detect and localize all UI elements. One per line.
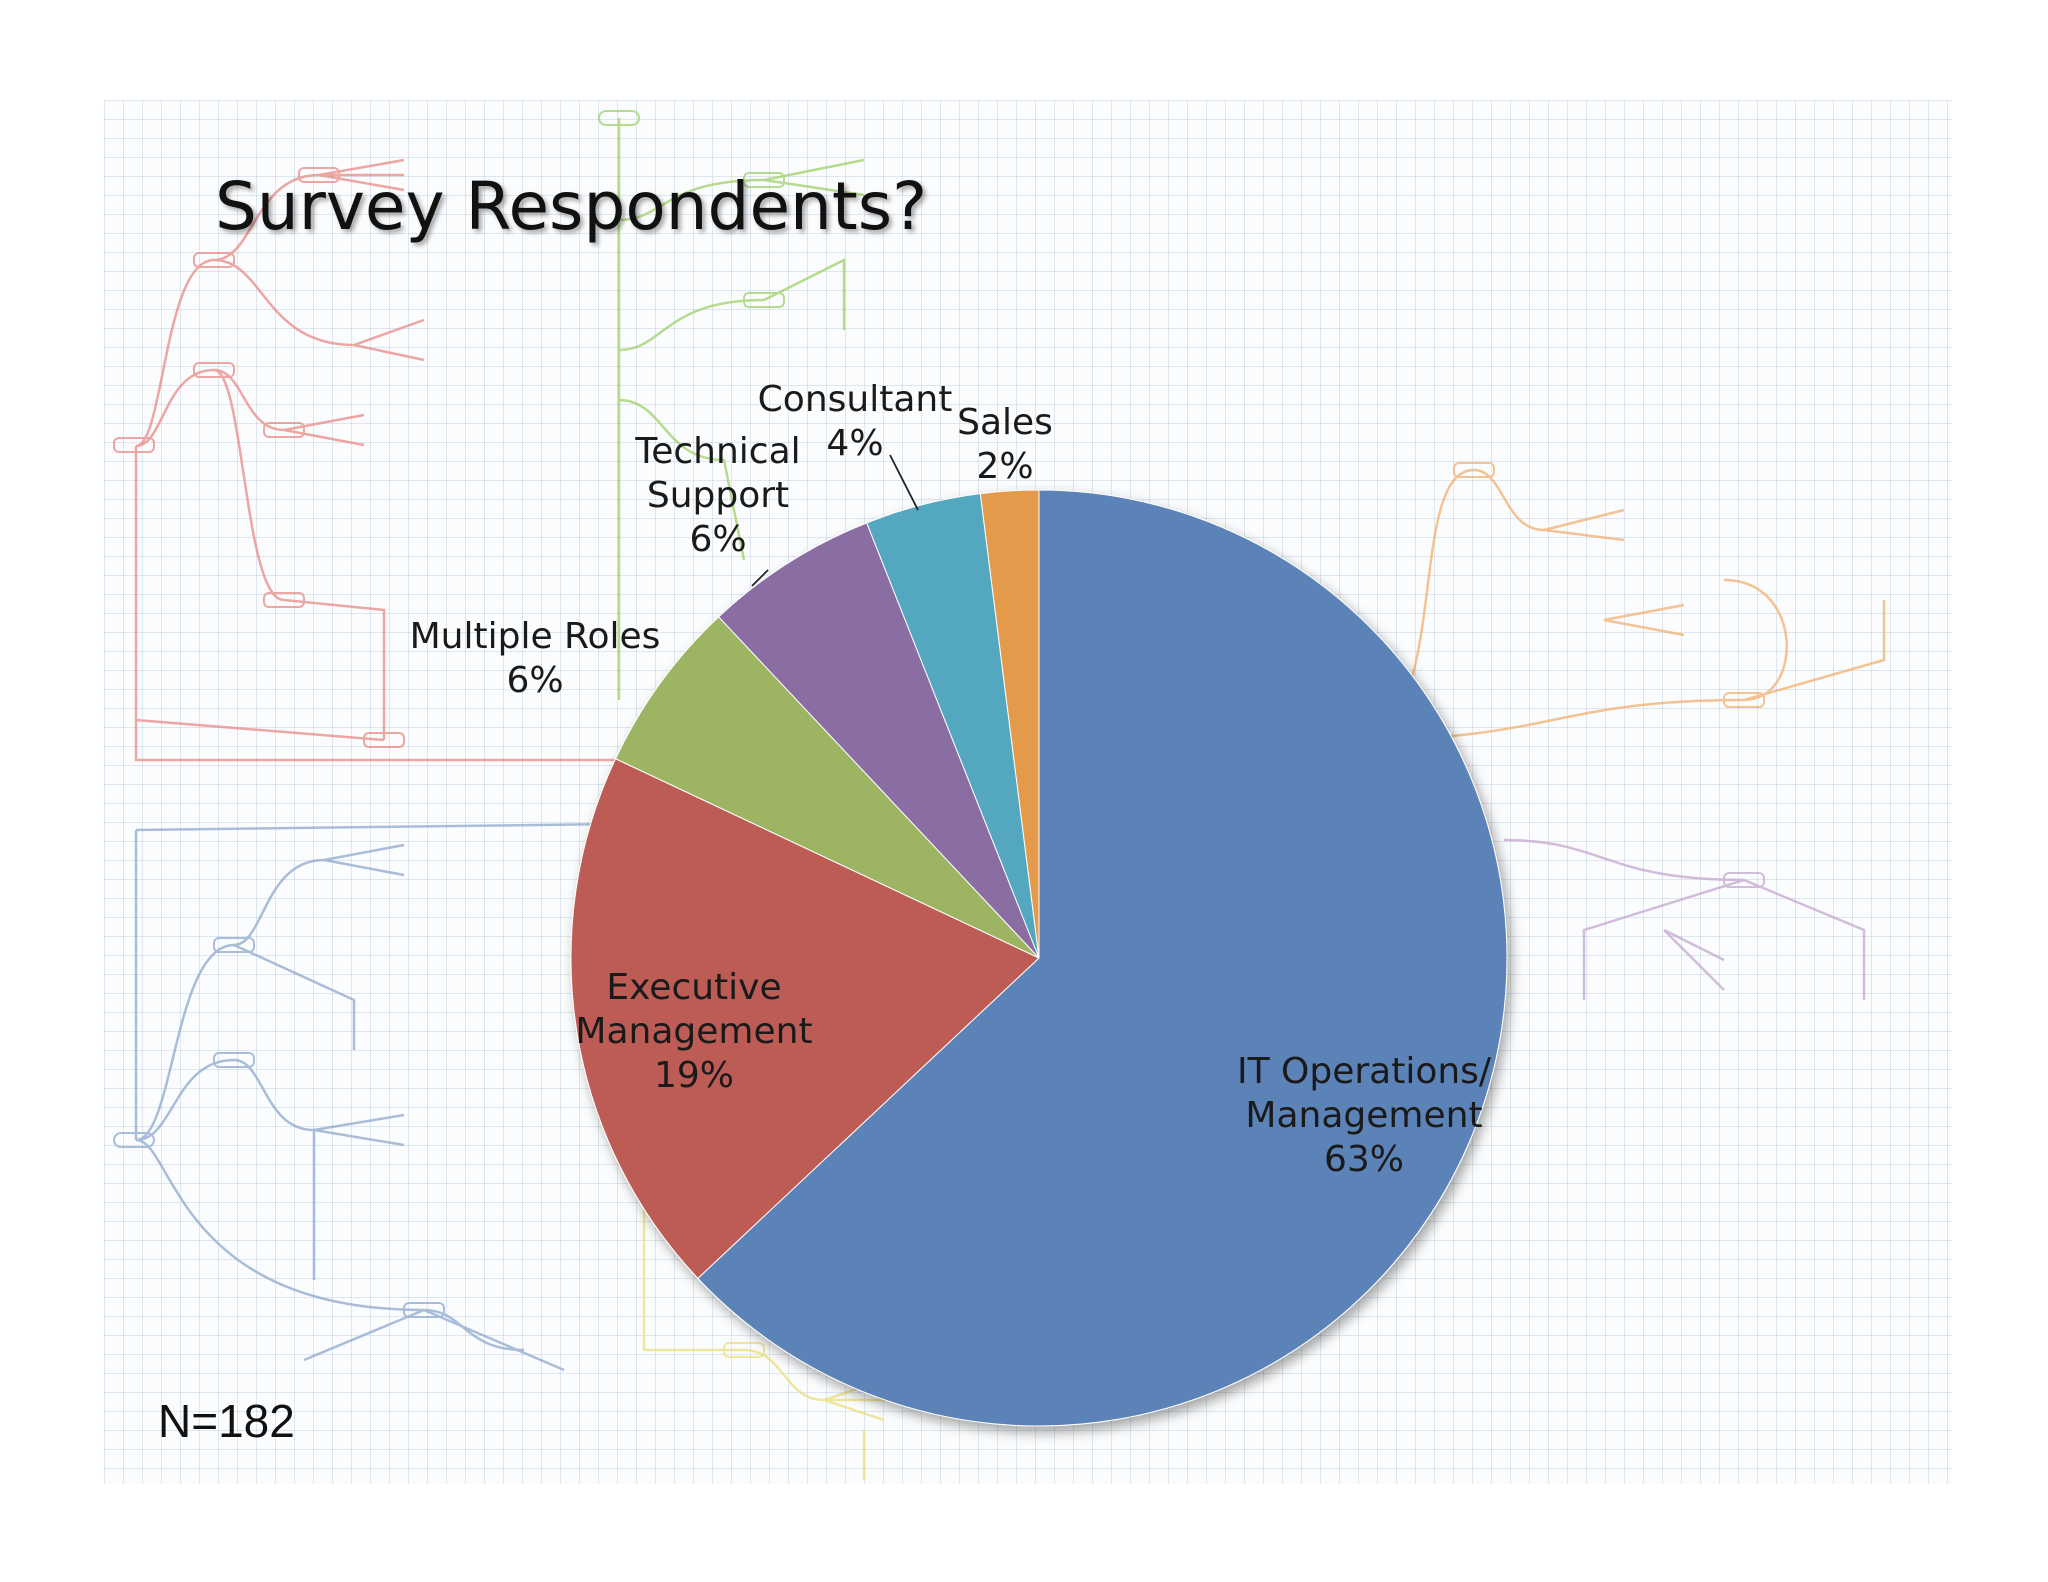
slice-label-line: 63% <box>1323 1139 1404 1180</box>
leader-line <box>751 569 769 587</box>
slice-label-line: 4% <box>826 423 884 464</box>
slice-label-line: 6% <box>506 660 564 701</box>
leader-line <box>889 454 919 511</box>
slice-label-line: Consultant <box>757 379 953 420</box>
pie-slice-technical-support <box>717 522 1040 959</box>
slice-label-line: Technical <box>635 431 801 472</box>
slice-label: Sales 2% <box>957 401 1053 489</box>
pie-slice-executive-management <box>570 758 1040 1280</box>
slice-label: IT Operations/Management 63% <box>1237 1050 1491 1182</box>
slice-label-line: 6% <box>689 519 747 560</box>
mindmap-branch-green <box>617 118 865 700</box>
pie-slice-multiple-roles <box>614 616 1040 959</box>
background-mindmap <box>113 110 1886 1480</box>
slice-label: Consultant 4% <box>758 378 953 466</box>
slice-label-line: Support <box>646 475 790 516</box>
pie-slices <box>570 489 1508 1427</box>
pie-slice-it-operations-management <box>697 489 1508 1427</box>
slice-label-line: 2% <box>976 446 1034 487</box>
slice-label-line: Management <box>1245 1095 1483 1136</box>
mindmap-branch-yellow <box>642 1210 964 1480</box>
slice-label: Executive Management 19% <box>575 966 812 1098</box>
mindmap-branch-red <box>134 158 624 762</box>
mindmap-branch-purple <box>1503 838 1866 1000</box>
leader-lines <box>751 454 919 587</box>
slice-label: Multiple Roles 6% <box>410 615 661 703</box>
slice-label-line: Sales <box>957 402 1053 443</box>
mindmap-nodes <box>113 110 1765 1358</box>
slide-title: Survey Respondents? <box>215 168 928 245</box>
slice-label-line: Multiple Roles <box>409 616 661 657</box>
slice-label-line: 19% <box>653 1055 734 1096</box>
slice-label-line: IT Operations/ <box>1236 1051 1492 1092</box>
pie-slice-sales <box>979 489 1040 959</box>
slice-label-line: Management <box>575 1011 813 1052</box>
slice-label-line: Executive <box>606 967 782 1008</box>
sample-size-label: N=182 <box>158 1395 295 1447</box>
slice-label: Technical Support 6% <box>635 430 800 562</box>
